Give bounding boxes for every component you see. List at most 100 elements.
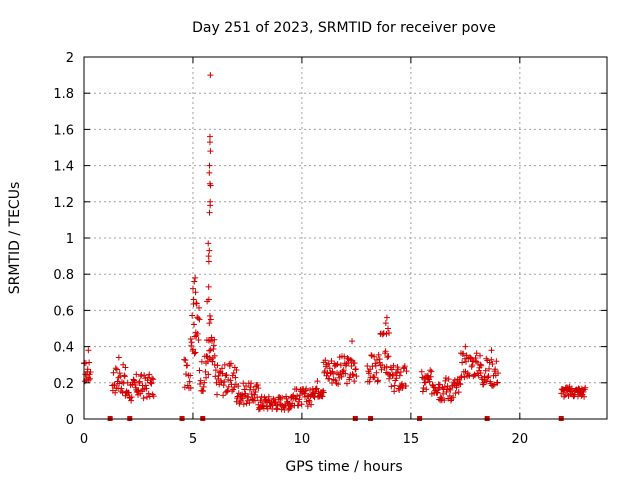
data-point [197,377,204,384]
data-point [201,379,208,386]
data-point [321,368,328,375]
data-point [148,380,155,387]
data-point [205,283,212,290]
data-point [568,385,575,392]
data-point [445,376,452,383]
data-point [193,300,200,307]
data-point [376,356,383,363]
data-point [194,330,201,337]
data-point [252,388,259,395]
data-point [326,375,333,382]
data-point [213,391,220,398]
y-tick-label: 0.4 [53,341,74,356]
data-point [121,373,128,380]
data-point [198,358,205,365]
data-point [460,350,467,357]
data-point [265,393,272,400]
data-point [189,312,196,319]
data-point [446,392,453,399]
data-point [270,395,277,402]
data-point [274,405,281,412]
data-point [384,325,391,332]
data-point [296,392,303,399]
data-point [188,339,195,346]
data-point [307,387,314,394]
y-tick-label: 0.8 [53,268,74,283]
data-point [295,402,302,409]
data-point [495,370,502,377]
data-point [256,404,263,411]
data-point [393,375,400,382]
data-point [255,401,262,408]
data-point [473,350,480,357]
data-point [389,372,396,379]
data-point [382,320,389,327]
y-tick-label: 2 [66,51,74,66]
data-point [210,342,217,349]
data-point [335,381,342,388]
y-tick-label: 1.8 [53,87,74,102]
data-point [190,321,197,328]
data-point [463,358,470,365]
data-point [478,362,485,369]
data-point [255,385,262,392]
data-point [145,390,152,397]
data-point [386,375,393,382]
data-point [463,352,470,359]
data-point [477,361,484,368]
y-tick-label: 0.6 [53,304,74,319]
data-point [388,366,395,373]
data-point [488,356,495,363]
data-point [233,367,240,374]
data-point [205,258,212,265]
data-point [427,367,434,374]
data-point [135,387,142,394]
data-point [442,374,449,381]
data-point [365,370,372,377]
data-point [145,374,152,381]
data-point [322,357,329,364]
data-point [206,312,213,319]
data-point [351,378,358,385]
y-tick-label: 1.2 [53,196,74,211]
data-point [319,393,326,400]
data-point [196,304,203,311]
data-point [312,390,319,397]
data-point [375,377,382,384]
y-tick-label: 0.2 [53,377,74,392]
data-point [350,371,357,378]
data-point [375,351,382,358]
data-point [454,380,461,387]
data-point [110,369,117,376]
x-tick-label: 15 [403,432,420,447]
data-point [283,395,290,402]
data-point [128,397,135,404]
data-point [562,391,569,398]
chart-title: Day 251 of 2023, SRMTID for receiver pov… [192,20,496,36]
data-point [190,296,197,303]
data-point [131,379,138,386]
x-tick-label: 20 [512,432,529,447]
data-point [462,343,469,350]
data-point [130,376,137,383]
data-point [122,364,129,371]
data-point [314,378,321,385]
data-point [221,361,228,368]
data-point [372,360,379,367]
data-point [452,390,459,397]
data-point [200,388,207,395]
data-point [232,374,239,381]
data-point [140,395,147,402]
data-point [349,371,356,378]
data-point [368,352,375,359]
data-point [450,394,457,401]
data-point [296,396,303,403]
data-point [206,320,213,327]
data-point [85,347,92,354]
data-point [215,372,222,379]
data-point [206,247,213,254]
data-point [371,353,378,360]
data-point [207,316,214,323]
x-tick-label: 5 [189,432,197,447]
